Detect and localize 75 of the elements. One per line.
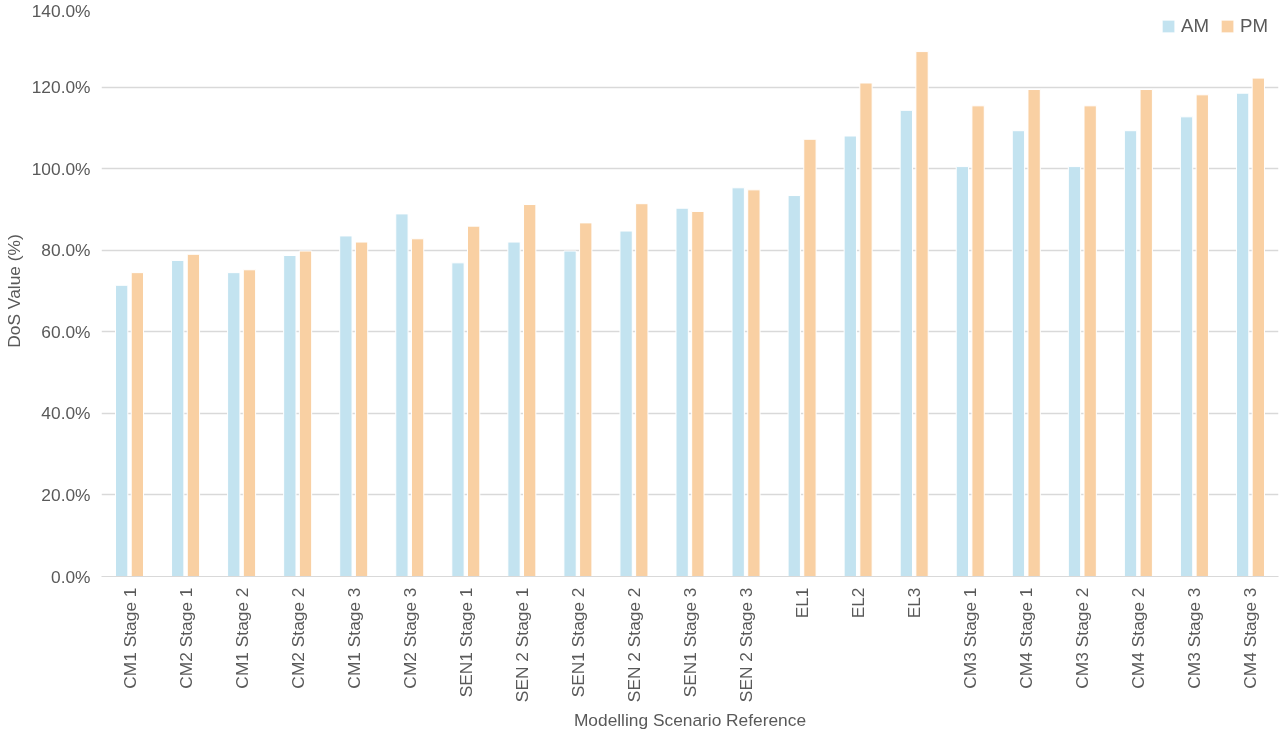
bar bbox=[130, 272, 145, 577]
bar bbox=[451, 262, 465, 577]
x-tick-label: CM1 Stage 1 bbox=[119, 587, 140, 689]
bar bbox=[410, 238, 425, 577]
bar bbox=[1067, 166, 1082, 577]
y-tick-label: 100.0% bbox=[31, 158, 91, 179]
bar bbox=[227, 272, 241, 577]
legend-label: AM bbox=[1181, 15, 1210, 37]
bar bbox=[523, 204, 537, 577]
bar bbox=[971, 105, 985, 577]
bar bbox=[186, 253, 201, 577]
y-tick-label: 60.0% bbox=[41, 321, 91, 342]
x-tick-label: CM1 Stage 2 bbox=[231, 587, 252, 689]
x-tick-label: CM3 Stage 3 bbox=[1184, 587, 1205, 689]
bar bbox=[899, 109, 914, 577]
bar bbox=[1083, 105, 1097, 577]
legend-label: PM bbox=[1240, 15, 1268, 37]
bar bbox=[915, 51, 929, 577]
bar bbox=[242, 269, 257, 577]
x-tick-label: SEN1 Stage 1 bbox=[455, 587, 476, 698]
x-tick-label: SEN 2 Stage 3 bbox=[736, 587, 757, 703]
bar bbox=[1251, 77, 1265, 577]
bar bbox=[579, 222, 593, 577]
bar bbox=[1195, 94, 1209, 577]
bar bbox=[466, 225, 481, 577]
y-tick-label: 80.0% bbox=[41, 240, 91, 261]
bar bbox=[635, 203, 649, 577]
bar bbox=[955, 166, 970, 577]
bar bbox=[395, 213, 409, 577]
x-tick-label: CM4 Stage 1 bbox=[1016, 587, 1037, 689]
x-tick-label: CM4 Stage 3 bbox=[1240, 587, 1261, 689]
bar bbox=[1011, 130, 1026, 577]
bar bbox=[1123, 130, 1138, 577]
x-tick-label: CM2 Stage 2 bbox=[287, 587, 308, 689]
y-tick-label: 40.0% bbox=[41, 403, 91, 424]
bar bbox=[507, 241, 521, 577]
bar bbox=[619, 230, 633, 577]
bar bbox=[803, 138, 817, 577]
x-tick-label: CM4 Stage 2 bbox=[1128, 587, 1149, 689]
bar bbox=[298, 250, 313, 577]
x-tick-label: SEN 2 Stage 1 bbox=[511, 587, 532, 703]
bar bbox=[731, 187, 745, 577]
bar bbox=[1235, 92, 1250, 577]
bar bbox=[1027, 89, 1041, 577]
x-tick-label: SEN1 Stage 2 bbox=[567, 587, 588, 698]
bar bbox=[675, 207, 689, 577]
x-tick-label: EL2 bbox=[848, 587, 869, 619]
bar bbox=[691, 210, 705, 577]
bar bbox=[339, 235, 353, 577]
x-tick-label: CM2 Stage 1 bbox=[175, 587, 196, 689]
bar bbox=[1139, 89, 1153, 577]
y-tick-label: 20.0% bbox=[41, 484, 91, 505]
x-tick-label: SEN 2 Stage 2 bbox=[623, 587, 644, 703]
y-axis-title: DoS Value (%) bbox=[3, 234, 24, 348]
x-tick-label: CM1 Stage 3 bbox=[343, 587, 364, 689]
x-tick-label: EL1 bbox=[792, 587, 813, 619]
y-tick-label: 0.0% bbox=[51, 566, 91, 587]
y-tick-label: 140.0% bbox=[31, 0, 91, 21]
bar bbox=[859, 82, 873, 577]
x-tick-label: CM3 Stage 1 bbox=[960, 587, 981, 689]
x-axis-title: Modelling Scenario Reference bbox=[573, 710, 807, 731]
bar bbox=[115, 284, 129, 577]
bar bbox=[843, 135, 857, 577]
bar bbox=[171, 259, 185, 577]
x-tick-label: SEN1 Stage 3 bbox=[680, 587, 700, 698]
y-tick-label: 120.0% bbox=[31, 77, 91, 98]
bar bbox=[787, 195, 801, 577]
bar bbox=[283, 255, 297, 577]
bar bbox=[1179, 116, 1194, 577]
x-tick-label: CM3 Stage 2 bbox=[1072, 587, 1093, 689]
bar bbox=[747, 189, 761, 577]
x-tick-label: EL3 bbox=[904, 587, 925, 619]
bar bbox=[563, 250, 577, 577]
x-tick-label: CM2 Stage 3 bbox=[399, 587, 420, 689]
bar bbox=[354, 241, 369, 577]
